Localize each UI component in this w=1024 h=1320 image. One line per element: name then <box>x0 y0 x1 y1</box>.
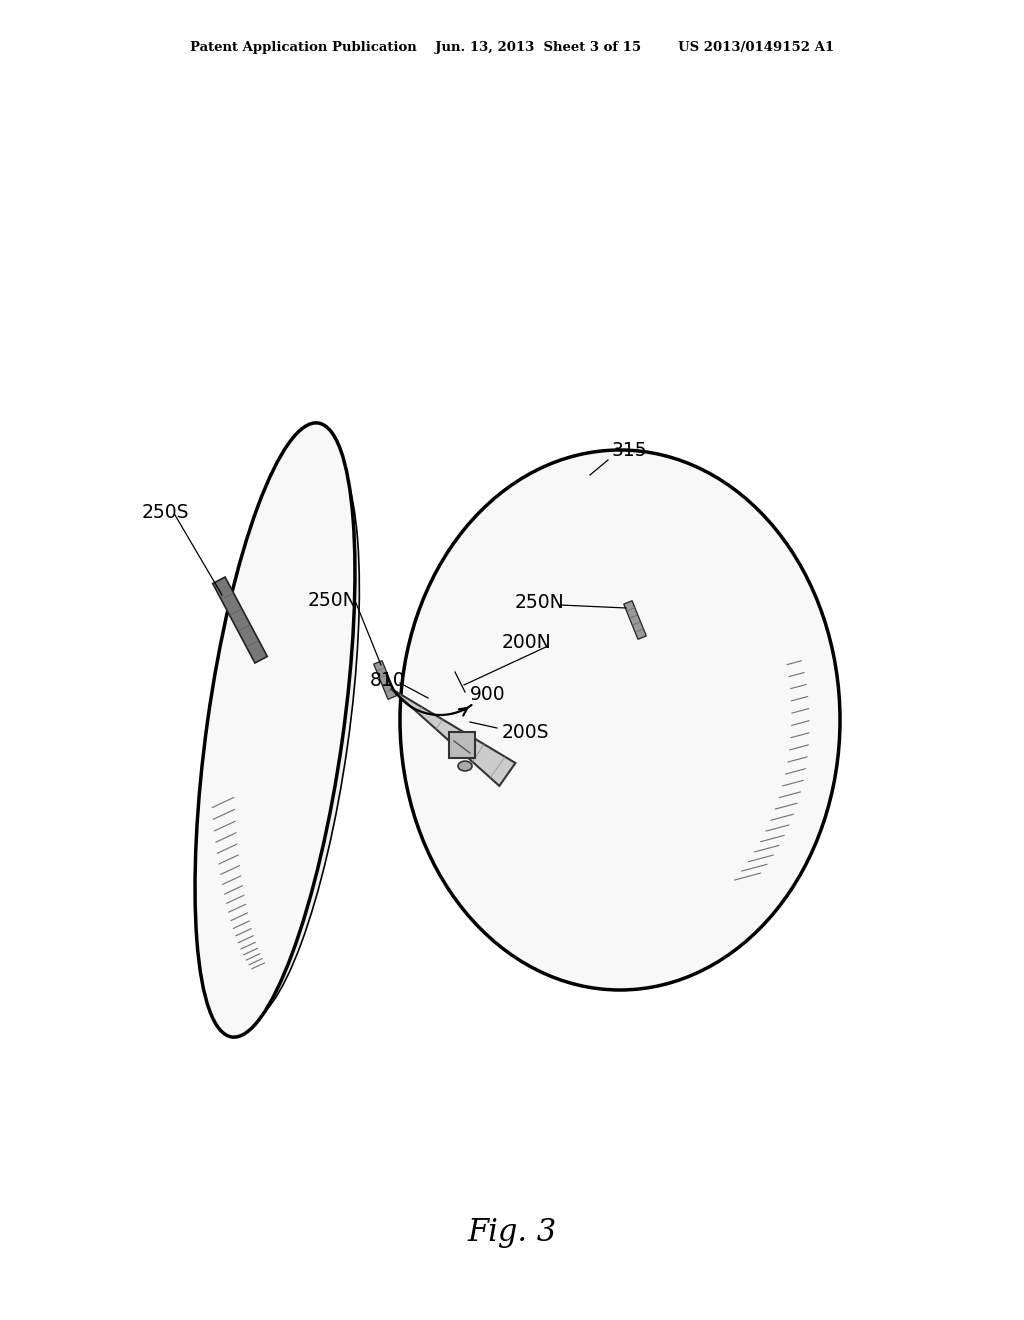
Text: 200N: 200N <box>502 632 552 652</box>
Text: Patent Application Publication    Jun. 13, 2013  Sheet 3 of 15        US 2013/01: Patent Application Publication Jun. 13, … <box>189 41 835 54</box>
Text: 250S: 250S <box>142 503 189 521</box>
Ellipse shape <box>417 466 840 985</box>
Ellipse shape <box>458 762 472 771</box>
Ellipse shape <box>195 422 355 1038</box>
Text: Fig. 3: Fig. 3 <box>467 1217 557 1247</box>
Polygon shape <box>390 689 515 785</box>
Ellipse shape <box>211 450 359 1022</box>
Text: 315: 315 <box>612 441 647 459</box>
Ellipse shape <box>400 450 840 990</box>
Text: 250N: 250N <box>515 593 565 611</box>
Text: 900: 900 <box>470 685 506 705</box>
Text: 250N: 250N <box>308 590 357 610</box>
Polygon shape <box>449 733 475 758</box>
Polygon shape <box>624 601 646 639</box>
Text: 200S: 200S <box>502 722 550 742</box>
Polygon shape <box>374 661 396 700</box>
Text: 810: 810 <box>370 671 406 689</box>
Polygon shape <box>213 577 267 663</box>
